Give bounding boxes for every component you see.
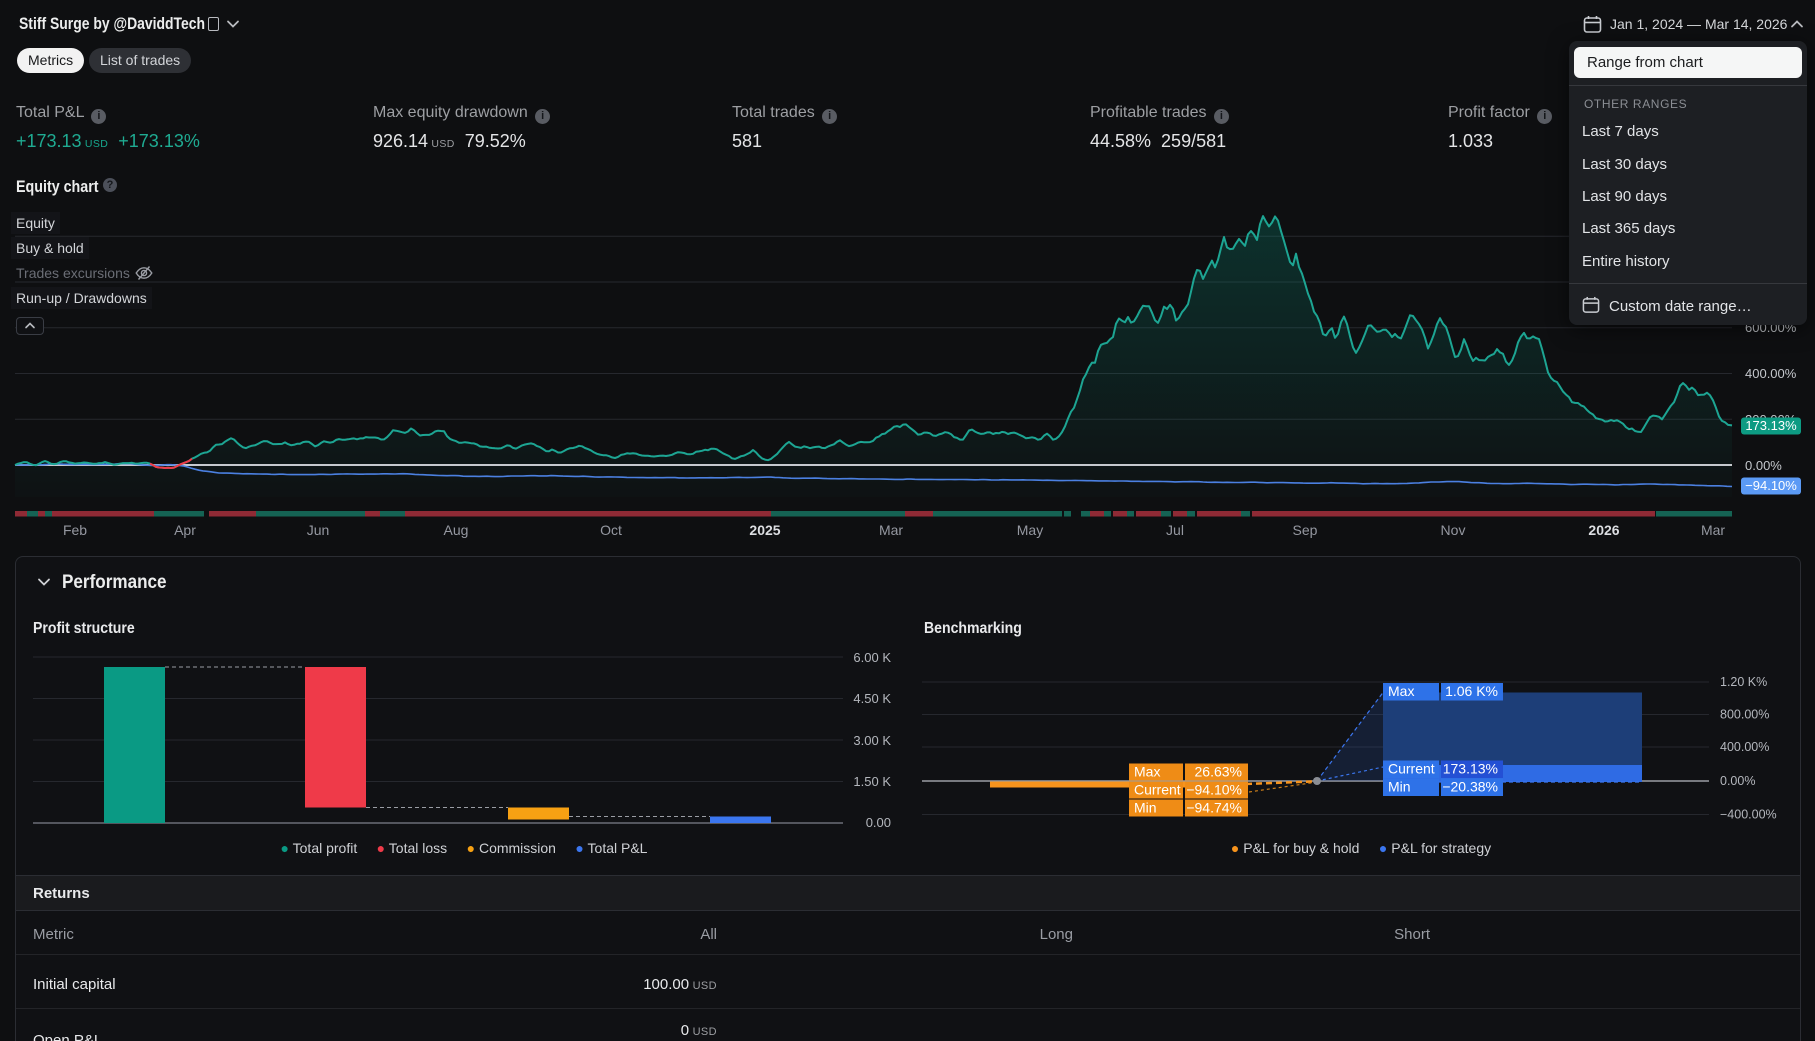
svg-text:Jun: Jun — [307, 522, 330, 538]
svg-text:Oct: Oct — [600, 522, 622, 538]
svg-text:Nov: Nov — [1441, 522, 1466, 538]
svg-text:Mar: Mar — [1701, 522, 1725, 538]
svg-text:Max: Max — [1388, 683, 1414, 699]
svg-text:173.13%: 173.13% — [1745, 418, 1797, 433]
svg-text:3.00 K: 3.00 K — [853, 733, 891, 748]
svg-text:−94.74%: −94.74% — [1186, 800, 1242, 816]
svg-text:Max: Max — [1134, 764, 1160, 780]
svg-text:1.50 K: 1.50 K — [853, 774, 891, 789]
svg-text:Min: Min — [1134, 800, 1157, 816]
svg-text:2025: 2025 — [749, 522, 780, 538]
svg-text:0.00%: 0.00% — [1720, 774, 1755, 788]
svg-text:−20.38%: −20.38% — [1442, 779, 1498, 795]
svg-text:Min: Min — [1388, 779, 1411, 795]
svg-text:1.06 K%: 1.06 K% — [1445, 683, 1498, 699]
svg-text:−400.00%: −400.00% — [1720, 808, 1777, 822]
svg-text:0.00: 0.00 — [866, 815, 891, 830]
svg-text:−94.10%: −94.10% — [1745, 478, 1797, 493]
svg-text:Apr: Apr — [174, 522, 196, 538]
svg-text:Mar: Mar — [879, 522, 903, 538]
svg-text:6.00 K: 6.00 K — [853, 650, 891, 665]
svg-text:1.20 K%: 1.20 K% — [1720, 675, 1767, 689]
svg-text:800.00%: 800.00% — [1720, 708, 1769, 722]
svg-text:Sep: Sep — [1293, 522, 1318, 538]
svg-text:Feb: Feb — [63, 522, 87, 538]
svg-text:26.63%: 26.63% — [1195, 764, 1242, 780]
svg-text:Current: Current — [1134, 782, 1181, 798]
svg-text:400.00%: 400.00% — [1745, 366, 1797, 381]
svg-text:0.00%: 0.00% — [1745, 458, 1782, 473]
svg-text:173.13%: 173.13% — [1443, 761, 1498, 777]
svg-text:Jul: Jul — [1166, 522, 1184, 538]
svg-text:Aug: Aug — [444, 522, 469, 538]
svg-text:4.50 K: 4.50 K — [853, 691, 891, 706]
svg-text:2026: 2026 — [1588, 522, 1619, 538]
svg-text:Current: Current — [1388, 761, 1435, 777]
svg-text:−94.10%: −94.10% — [1186, 782, 1242, 798]
svg-text:May: May — [1017, 522, 1043, 538]
svg-text:400.00%: 400.00% — [1720, 740, 1769, 754]
